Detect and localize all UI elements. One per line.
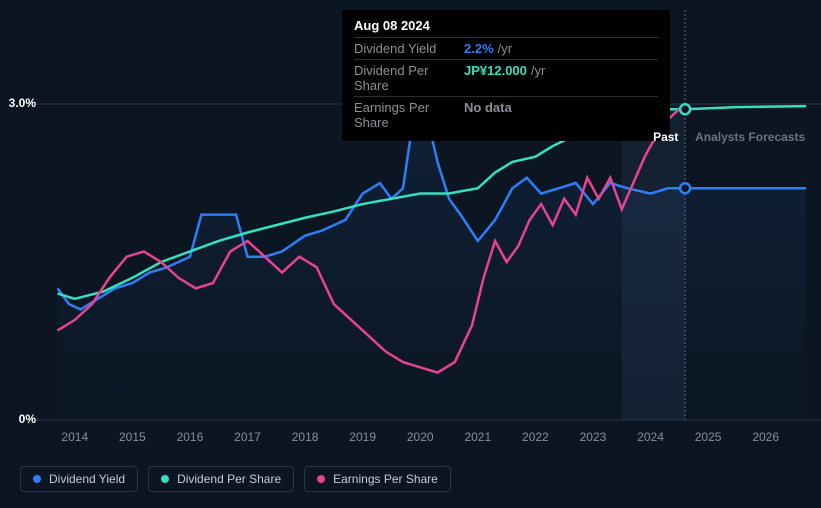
tooltip-row-value: JP¥12.000 [464,63,527,93]
tooltip-row-value: No data [464,100,512,130]
legend-item-label: Dividend Yield [49,472,125,486]
x-axis-label: 2016 [177,430,204,444]
marker-dividend_per_share [680,104,690,114]
legend-dot-icon [161,475,169,483]
x-axis-label: 2021 [464,430,491,444]
x-axis-label: 2015 [119,430,146,444]
tooltip-row: Earnings Per ShareNo data [354,96,658,133]
tooltip-row-label: Dividend Yield [354,41,464,56]
legend-dot-icon [33,475,41,483]
x-axis-label: 2020 [407,430,434,444]
tooltip-row-label: Dividend Per Share [354,63,464,93]
forecast-label: Analysts Forecasts [695,130,805,144]
tooltip-row-label: Earnings Per Share [354,100,464,130]
tooltip-row: Dividend Per ShareJP¥12.000/yr [354,59,658,96]
legend-item-label: Dividend Per Share [177,472,281,486]
legend-dot-icon [317,475,325,483]
x-axis-label: 2019 [349,430,376,444]
chart-container: Aug 08 2024 Dividend Yield2.2%/yrDividen… [0,0,821,508]
x-axis-label: 2024 [637,430,664,444]
tooltip-row-unit: /yr [531,63,545,93]
x-axis-label: 2017 [234,430,261,444]
tooltip-date: Aug 08 2024 [354,18,658,33]
chart-tooltip: Aug 08 2024 Dividend Yield2.2%/yrDividen… [342,10,670,141]
x-axis-label: 2023 [580,430,607,444]
y-axis-label: 0% [0,412,36,426]
legend-item-dividend_yield[interactable]: Dividend Yield [20,466,138,492]
legend-item-label: Earnings Per Share [333,472,438,486]
x-axis-label: 2022 [522,430,549,444]
chart-legend: Dividend Yield Dividend Per Share Earnings… [20,466,451,492]
marker-dividend_yield [680,183,690,193]
past-label: Past [653,130,678,144]
legend-item-earnings_per_share[interactable]: Earnings Per Share [304,466,451,492]
x-axis-label: 2025 [695,430,722,444]
x-axis-label: 2018 [292,430,319,444]
y-axis-label: 3.0% [0,96,36,110]
x-axis-label: 2014 [61,430,88,444]
tooltip-row-value: 2.2% [464,41,494,56]
tooltip-row: Dividend Yield2.2% /yr [354,37,658,59]
legend-item-dividend_per_share[interactable]: Dividend Per Share [148,466,294,492]
x-axis-label: 2026 [752,430,779,444]
tooltip-row-unit: /yr [498,41,512,56]
